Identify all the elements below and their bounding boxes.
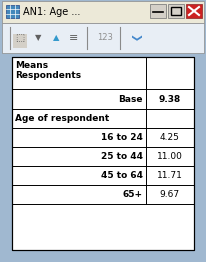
- Text: Respondents: Respondents: [15, 71, 81, 80]
- Text: 65+: 65+: [123, 190, 143, 199]
- Text: ❯: ❯: [130, 34, 140, 42]
- Bar: [2, 23, 204, 53]
- Text: ≡: ≡: [69, 33, 79, 43]
- Text: ⬚: ⬚: [15, 33, 25, 43]
- Text: 25 to 44: 25 to 44: [101, 152, 143, 161]
- Text: AN1: Age ...: AN1: Age ...: [23, 7, 80, 17]
- Text: 16 to 24: 16 to 24: [101, 133, 143, 142]
- Text: 11.71: 11.71: [157, 171, 183, 180]
- Bar: [13, 34, 27, 48]
- Text: Base: Base: [118, 95, 143, 103]
- Text: ▼: ▼: [35, 34, 41, 42]
- Bar: [12, 57, 194, 250]
- Text: 9.67: 9.67: [160, 190, 180, 199]
- Bar: [6, 5, 19, 18]
- Text: 9.38: 9.38: [159, 95, 181, 103]
- Text: 4.25: 4.25: [160, 133, 180, 142]
- Text: 123: 123: [97, 34, 113, 42]
- Text: 45 to 64: 45 to 64: [101, 171, 143, 180]
- Text: Age of respondent: Age of respondent: [15, 114, 109, 123]
- Text: ▲: ▲: [53, 34, 59, 42]
- Text: Means: Means: [15, 61, 48, 70]
- Bar: [2, 1, 204, 23]
- Bar: [186, 4, 202, 18]
- Bar: [171, 7, 181, 15]
- Text: 11.00: 11.00: [157, 152, 183, 161]
- Bar: [150, 4, 166, 18]
- Bar: [12, 57, 194, 250]
- Bar: [168, 4, 184, 18]
